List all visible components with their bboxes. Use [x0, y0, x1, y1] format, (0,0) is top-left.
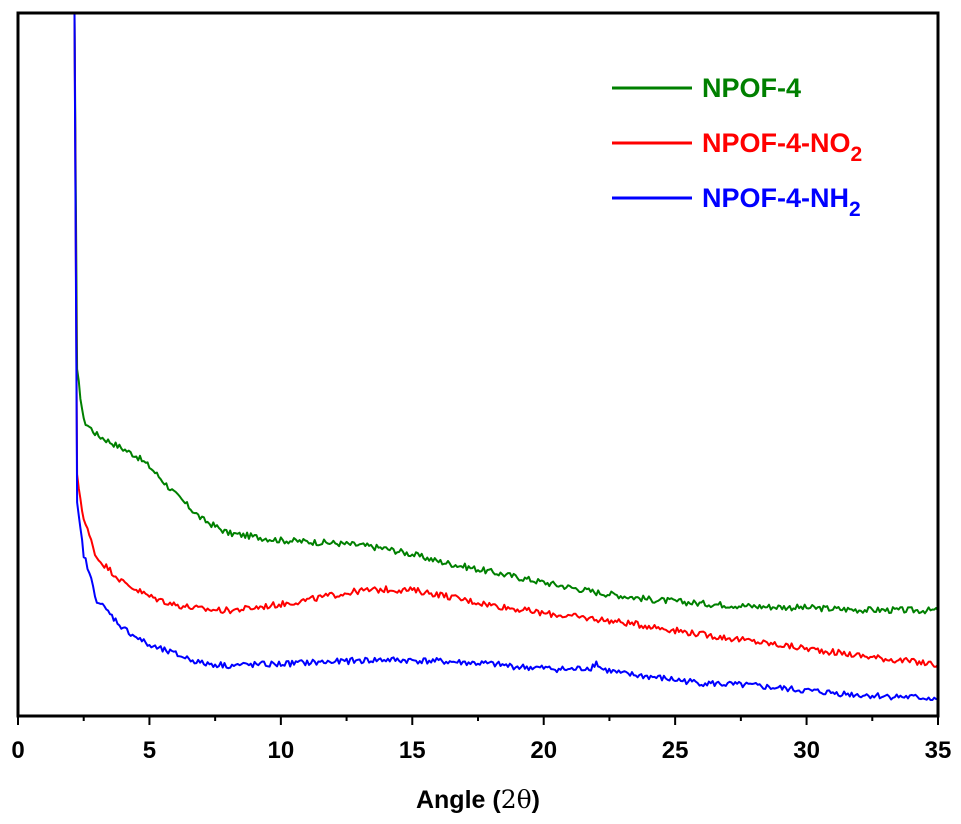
x-tick-label: 25 [662, 737, 689, 764]
series-line-2 [73, 12, 939, 668]
legend-label-1: NPOF-4 [702, 73, 801, 103]
x-axis-title-symbol: 2θ [501, 785, 532, 814]
legend: NPOF-4 NPOF-4-NO2 NPOF-4-NH2 [612, 73, 862, 221]
x-tick-label: 20 [530, 737, 557, 764]
series-line-1 [73, 12, 939, 615]
legend-label-2: NPOF-4-NO2 [702, 128, 862, 166]
x-tick-label: 5 [143, 737, 156, 764]
x-axis-title: Angle (2θ) [416, 785, 540, 814]
x-tick-label: 10 [268, 737, 295, 764]
x-axis-title-text: Angle ( [416, 786, 501, 814]
x-tick-label: 15 [399, 737, 426, 764]
x-axis-ticks [17, 716, 939, 725]
x-tick-label: 30 [793, 737, 820, 764]
series-group [73, 12, 939, 701]
x-tick-label: 0 [11, 737, 24, 764]
x-tick-label: 35 [925, 737, 952, 764]
series-line-3 [73, 12, 939, 701]
x-axis-title-close: ) [532, 786, 540, 814]
x-axis-tick-labels: 0 5 10 15 20 25 30 35 [11, 737, 951, 764]
legend-label-3: NPOF-4-NH2 [702, 183, 861, 221]
plot-frame [16, 11, 940, 718]
